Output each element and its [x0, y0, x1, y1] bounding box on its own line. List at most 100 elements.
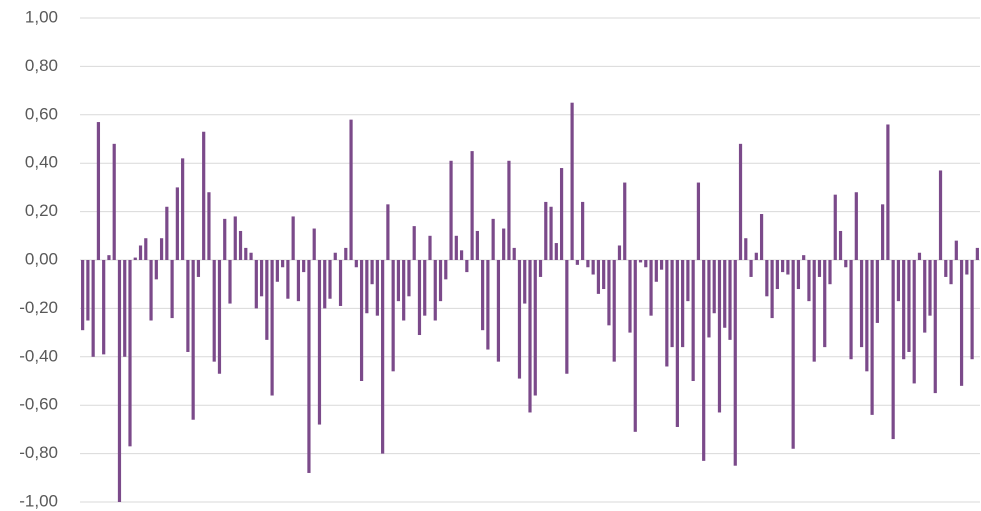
bar — [417, 260, 422, 336]
bar — [959, 260, 964, 386]
bar — [886, 124, 890, 260]
bar — [449, 160, 453, 260]
bar — [233, 216, 237, 260]
y-tick-label: 0,40 — [25, 153, 58, 172]
bar — [275, 260, 279, 282]
bar — [81, 260, 85, 331]
bar — [717, 260, 722, 413]
bar — [333, 252, 337, 260]
y-tick-label: 1,00 — [25, 7, 58, 26]
bar — [312, 228, 316, 260]
bar — [728, 260, 732, 340]
bar — [428, 235, 432, 260]
bar — [154, 260, 158, 280]
bar — [138, 245, 143, 260]
bar — [623, 182, 627, 260]
bar — [965, 260, 969, 275]
bar — [791, 260, 795, 449]
y-tick-label: -1,00 — [19, 491, 58, 510]
bar — [844, 260, 848, 268]
bar — [259, 260, 264, 297]
bar — [644, 260, 648, 268]
bar — [654, 260, 658, 282]
bar — [123, 260, 127, 357]
bar — [723, 260, 727, 328]
bar — [391, 260, 395, 372]
bar — [286, 260, 290, 299]
bar — [975, 247, 979, 260]
bar — [128, 260, 132, 447]
bar — [402, 260, 406, 321]
bar — [807, 260, 811, 302]
bar — [928, 260, 932, 316]
bar — [881, 204, 885, 260]
bar — [681, 260, 685, 348]
bar — [254, 260, 258, 309]
bar — [591, 260, 595, 275]
bar — [565, 260, 569, 374]
bar — [702, 260, 706, 461]
bar — [533, 260, 537, 396]
bar — [481, 260, 485, 331]
bar — [223, 218, 227, 260]
bar — [854, 192, 858, 260]
bar — [86, 260, 90, 321]
bar — [502, 228, 506, 260]
bar — [491, 218, 495, 260]
y-tick-label: 0,60 — [25, 104, 58, 123]
bar — [407, 260, 411, 297]
bar — [686, 260, 690, 302]
bar — [181, 158, 185, 260]
bar — [96, 122, 101, 260]
bar — [359, 260, 364, 381]
bar — [107, 255, 111, 260]
bar — [581, 201, 585, 260]
y-tick-label: -0,60 — [19, 395, 58, 414]
bar — [433, 260, 437, 321]
bar — [638, 260, 643, 263]
bar — [707, 260, 711, 338]
bar — [212, 260, 216, 362]
bar — [781, 260, 785, 273]
bar — [812, 260, 816, 362]
bar — [170, 260, 174, 319]
bar — [775, 260, 779, 290]
bar — [444, 260, 448, 280]
bar — [875, 260, 879, 323]
bar — [712, 260, 716, 314]
bar — [602, 260, 606, 290]
bar — [549, 206, 553, 260]
y-tick-label: 0,00 — [25, 249, 58, 268]
bar — [849, 260, 853, 360]
bar — [381, 260, 385, 454]
bar — [386, 204, 390, 260]
bar — [970, 260, 974, 360]
bar — [659, 260, 664, 270]
bar — [649, 260, 653, 316]
bar — [159, 238, 164, 260]
bar — [244, 247, 248, 260]
bar — [249, 252, 253, 260]
bar — [891, 260, 895, 440]
bar — [228, 260, 232, 304]
bar — [191, 260, 195, 420]
bar — [954, 240, 958, 260]
bar — [559, 168, 564, 260]
bar — [133, 257, 137, 260]
bar — [217, 260, 222, 374]
bar — [628, 260, 632, 333]
bar — [265, 260, 269, 340]
bar — [896, 260, 901, 302]
bar — [144, 238, 148, 260]
bar — [112, 143, 116, 260]
bar — [302, 260, 306, 273]
bar — [796, 260, 801, 290]
bar — [165, 206, 169, 260]
bar — [296, 260, 301, 302]
bar — [328, 260, 332, 299]
bar — [475, 230, 479, 260]
bar — [823, 260, 827, 348]
bar — [733, 260, 737, 466]
bar — [765, 260, 769, 297]
